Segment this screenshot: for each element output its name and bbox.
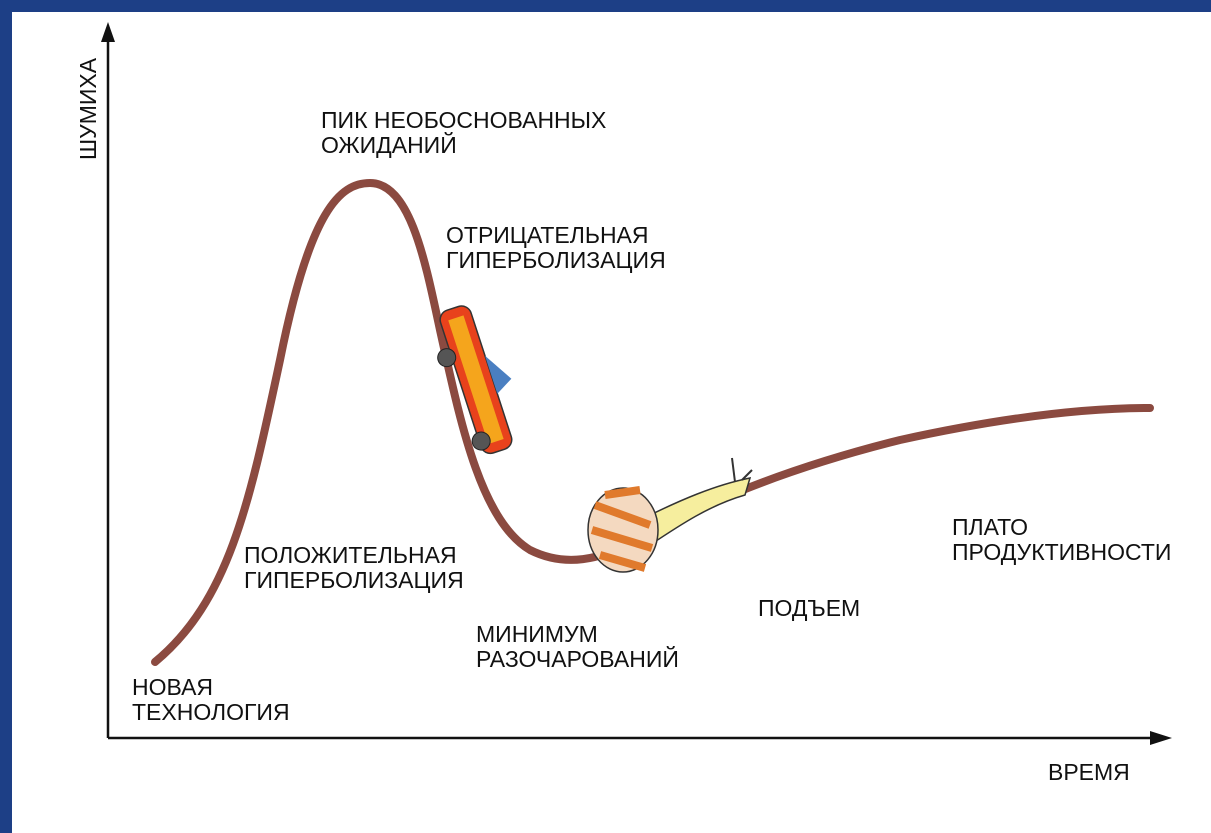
phase-label-line: ГИПЕРБОЛИЗАЦИЯ [244, 567, 464, 593]
phase-label-line: ОТРИЦАТЕЛЬНАЯ [446, 222, 649, 248]
phase-label-line: МИНИМУМ [476, 621, 598, 647]
phase-label-line: ОЖИДАНИЙ [321, 131, 457, 158]
phase-label-line: ГИПЕРБОЛИЗАЦИЯ [446, 247, 666, 273]
phase-label-line: ПЛАТО [952, 514, 1028, 540]
diagram: ШУМИХА ВРЕМЯ НОВАЯТЕХНОЛОГИЯ ПОЛОЖИТЕЛЬНА… [0, 0, 1211, 833]
phase-label-line: ПИК НЕОБОСНОВАННЫХ [321, 107, 606, 133]
phase-label-line: ПОДЪЕМ [758, 595, 860, 621]
phase-label: ПОДЪЕМ [758, 595, 860, 621]
phase-label-line: ПРОДУКТИВНОСТИ [952, 539, 1171, 565]
x-axis-label: ВРЕМЯ [1048, 759, 1130, 785]
phase-label-line: ПОЛОЖИТЕЛЬНАЯ [244, 542, 457, 568]
phase-label-line: НОВАЯ [132, 674, 213, 700]
phase-label-line: РАЗОЧАРОВАНИЙ [476, 645, 679, 672]
phase-label-line: ТЕХНОЛОГИЯ [132, 699, 290, 725]
y-axis-label: ШУМИХА [75, 57, 101, 160]
page: ШУМИХА ВРЕМЯ НОВАЯТЕХНОЛОГИЯ ПОЛОЖИТЕЛЬНА… [0, 0, 1211, 833]
